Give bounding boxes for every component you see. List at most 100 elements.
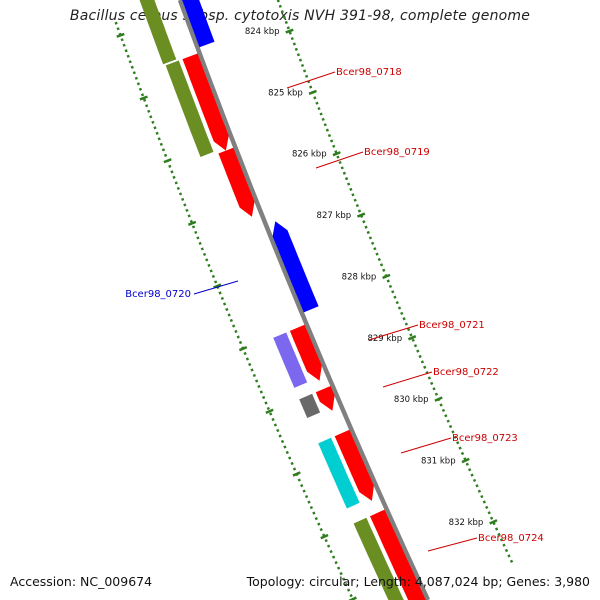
outer-scale-dot	[300, 483, 304, 488]
gene-label[interactable]: Bcer98_0722	[433, 367, 499, 378]
inner-scale-dot	[409, 333, 413, 337]
gene-label[interactable]: Bcer98_0720	[125, 289, 191, 300]
inner-scale-dot	[286, 26, 290, 30]
kbp-label: 828 kbp	[342, 272, 377, 282]
kbp-label: 825 kbp	[268, 88, 303, 98]
outer-scale-dot	[155, 131, 159, 135]
outer-scale-dot	[245, 357, 250, 361]
outer-scale-dot	[170, 170, 174, 174]
inner-scale-dot	[276, 0, 280, 3]
inner-scale-dot	[298, 58, 303, 62]
outer-scale-dot	[140, 93, 145, 97]
kbp-major-tick	[407, 335, 417, 341]
outer-scale-dot	[314, 516, 318, 521]
inner-scale-dot	[280, 10, 284, 14]
outer-scale-dot	[255, 379, 259, 383]
kbp-major-tick	[332, 151, 341, 157]
outer-scale-dot	[259, 390, 263, 394]
inner-scale-dot	[292, 42, 296, 46]
outer-scale-dot	[151, 120, 155, 124]
outer-scale-dot	[187, 214, 191, 218]
outer-scale-dot	[134, 76, 138, 80]
outer-scale-dot	[168, 164, 172, 168]
inner-scale-dot	[323, 123, 327, 127]
outer-scale-major-tick	[213, 283, 222, 289]
outer-scale-dot	[312, 511, 316, 515]
inner-scale-dot	[349, 187, 353, 191]
outer-scale-dot	[266, 406, 270, 411]
inner-scale-dot	[475, 484, 479, 488]
outer-scale-dot	[163, 153, 168, 157]
outer-scale-dot	[250, 368, 254, 372]
gene-label-leader	[382, 371, 433, 388]
inner-scale-dot	[338, 160, 342, 165]
cds-reverse-partial	[182, 0, 215, 48]
inner-scale-dot	[330, 139, 334, 143]
kbp-major-tick	[461, 457, 470, 464]
genome-backbone	[177, 0, 431, 600]
inner-scale-dot	[375, 252, 379, 256]
gene-label[interactable]: Bcer98_0719	[364, 147, 430, 158]
label-layer: Bcer98_0718 Bcer98_0719 Bcer98_0720 Bcer98_…	[125, 67, 544, 552]
outer-scale-dot	[220, 296, 224, 301]
outer-scale-dot	[211, 274, 215, 279]
inner-scale-dot	[494, 527, 499, 531]
outer-scale-dot	[329, 549, 333, 554]
inner-scale-dot	[347, 182, 351, 186]
outer-scale-dot	[238, 340, 243, 345]
inner-scale-dot	[284, 20, 288, 25]
inner-scale-dot	[502, 543, 506, 547]
outer-scale-major-tick	[265, 408, 274, 415]
outer-scale-major-tick	[292, 471, 301, 477]
inner-scale-dot	[391, 290, 395, 294]
inner-scale-dot	[309, 85, 313, 89]
outer-scale-dot	[285, 450, 289, 455]
gene-label[interactable]: Bcer98_0724	[478, 533, 544, 544]
outer-scale-dot	[317, 522, 321, 526]
inner-scale-dot	[386, 279, 390, 283]
inner-scale-dot	[340, 166, 344, 170]
inner-scale-dot	[302, 69, 307, 73]
gene-label-leader	[193, 280, 239, 295]
inner-scale-dot	[482, 500, 486, 504]
outer-scale-dot	[234, 329, 238, 334]
inner-scale-dot	[456, 441, 460, 445]
inner-scale-dot	[402, 317, 406, 321]
accession-text: Accession: NC_009674	[10, 574, 153, 589]
inner-scale-dot	[377, 257, 381, 262]
gene-label[interactable]: Bcer98_0718	[336, 67, 402, 78]
outer-scale-dot	[236, 335, 240, 339]
outer-scale-dot	[116, 27, 120, 31]
inner-scale-dot	[296, 53, 300, 57]
inner-scale-dot	[334, 150, 338, 154]
cog-band-olive	[165, 60, 214, 157]
inner-scale-dot	[368, 236, 373, 240]
cog-band-grey	[299, 393, 321, 418]
outer-scale-dot	[269, 412, 273, 416]
inner-scale-dot	[317, 107, 321, 111]
inner-scale-dot	[439, 403, 443, 407]
inner-scale-dot	[444, 414, 448, 418]
inner-scale-dot	[499, 538, 504, 542]
outer-scale-dot	[183, 203, 187, 207]
inner-scale-dot	[282, 15, 286, 19]
gene-label-leader	[286, 71, 336, 89]
outer-scale-dot	[157, 137, 161, 141]
gene-label[interactable]: Bcer98_0723	[452, 433, 518, 444]
inner-scale-dot	[497, 532, 501, 537]
gene-label[interactable]: Bcer98_0721	[419, 320, 485, 331]
inner-scale-dot	[353, 198, 357, 202]
inner-scale-dot	[504, 548, 509, 553]
inner-scale-dot	[362, 220, 366, 224]
inner-scale-dot	[453, 435, 457, 439]
outer-scale-dot	[302, 489, 306, 493]
inner-scale-dot	[393, 295, 397, 299]
outer-scale-dot	[243, 351, 247, 356]
inner-scale-dot	[294, 47, 298, 51]
cds-forward-Bcer98_0723	[334, 429, 374, 501]
cog-band-purple	[273, 332, 308, 388]
outer-scale-dot	[172, 175, 176, 179]
outer-scale-dot	[200, 247, 204, 251]
outer-scale-dot	[207, 263, 211, 267]
